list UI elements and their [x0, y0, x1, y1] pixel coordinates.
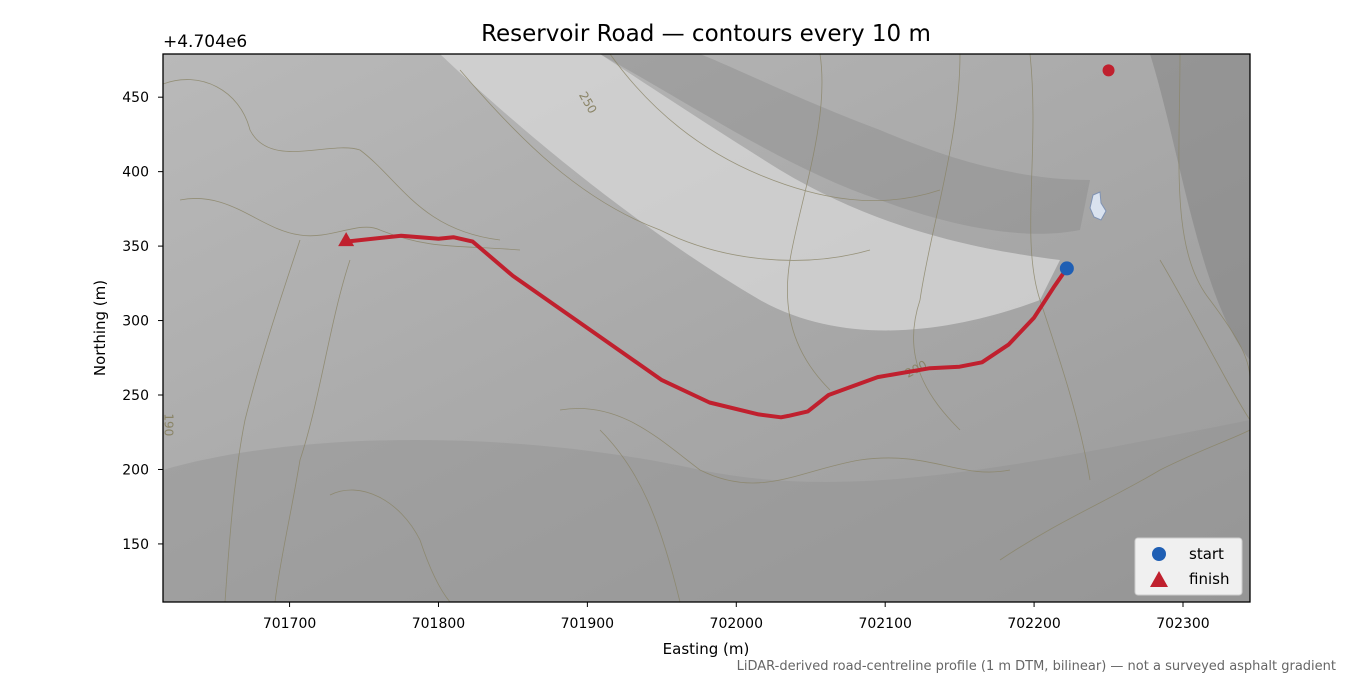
- legend: start finish: [1134, 537, 1243, 596]
- start-marker: [1059, 261, 1074, 276]
- y-tick-label: 450: [122, 90, 149, 106]
- finish-marker: [338, 232, 355, 247]
- y-tick-label: 150: [122, 537, 149, 553]
- hillshade-shadow-lower: [163, 420, 1250, 602]
- x-axis-title: Easting (m): [663, 640, 750, 658]
- plot-frame: [162, 53, 1251, 603]
- x-tick-label: 701800: [412, 616, 465, 632]
- extra-point-marker: [1102, 64, 1115, 77]
- x-tick-label: 702100: [858, 616, 911, 632]
- contour-label: 190: [161, 413, 175, 436]
- hillshade-shadow-ridge: [600, 54, 1090, 234]
- y-tick-label: 300: [122, 314, 149, 330]
- y-axis-ticks: 150 200 250 300 350 400 450: [122, 90, 163, 553]
- chart-title: Reservoir Road — contours every 10 m: [481, 21, 931, 47]
- contour-lines: [163, 54, 1250, 602]
- y-tick-label: 350: [122, 239, 149, 255]
- y-offset-label: +4.704e6: [163, 32, 247, 52]
- y-tick-label: 250: [122, 388, 149, 404]
- legend-start-label: start: [1189, 545, 1224, 563]
- x-tick-label: 702000: [710, 616, 763, 632]
- water-body: [1089, 191, 1107, 221]
- hillshade-light-ridge: [440, 54, 1060, 331]
- legend-finish-swatch: [1150, 571, 1168, 587]
- hillshade-valley-right: [1150, 54, 1250, 360]
- footnote: LiDAR-derived road-centreline profile (1…: [737, 659, 1336, 674]
- x-tick-label: 702200: [1007, 616, 1060, 632]
- x-tick-label: 701900: [561, 616, 614, 632]
- y-tick-label: 200: [122, 462, 149, 478]
- x-tick-label: 701700: [263, 616, 316, 632]
- y-axis-title: Northing (m): [91, 280, 109, 376]
- y-tick-label: 400: [122, 165, 149, 181]
- route-line: [344, 233, 1069, 420]
- x-axis-ticks: 701700 701800 701900 702000 702100 702200 7023…: [263, 602, 1210, 632]
- legend-start-swatch: [1152, 547, 1166, 561]
- x-tick-label: 702300: [1156, 616, 1209, 632]
- legend-finish-label: finish: [1189, 570, 1229, 588]
